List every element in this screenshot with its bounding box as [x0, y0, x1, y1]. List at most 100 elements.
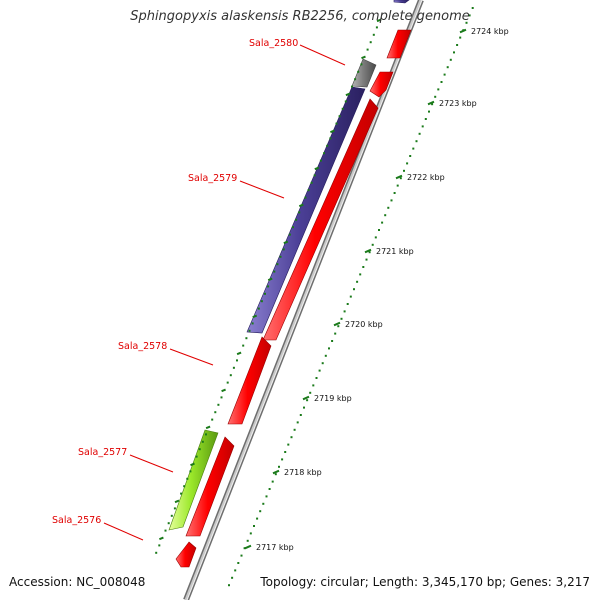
scale-minor-tick — [256, 517, 259, 520]
scale-minor-tick — [415, 140, 418, 143]
inner-major-tick — [298, 203, 304, 208]
inner-minor-tick — [248, 329, 251, 332]
scale-label: 2723 kbp — [439, 99, 477, 108]
scale-minor-tick — [296, 421, 299, 424]
scale-major-tick — [364, 248, 372, 254]
gene-top-forward-a[interactable] — [386, 29, 412, 59]
scale-label: 2719 kbp — [314, 394, 352, 403]
scale-minor-tick — [471, 7, 474, 9]
scale-minor-tick — [237, 562, 240, 564]
scale-minor-tick — [228, 584, 230, 587]
gene-top-reverse[interactable] — [393, 0, 410, 4]
scale-minor-tick — [353, 288, 355, 291]
scale-minor-tick — [371, 243, 374, 246]
scale-minor-tick — [412, 147, 415, 150]
scale-minor-tick — [231, 576, 234, 579]
inner-minor-tick — [295, 218, 298, 221]
inner-major-tick — [252, 314, 258, 319]
inner-minor-tick — [369, 41, 372, 44]
scale-minor-tick — [265, 495, 268, 498]
inner-minor-tick — [229, 374, 232, 377]
scale-minor-tick — [374, 236, 377, 239]
inner-major-tick — [345, 92, 351, 97]
inner-minor-tick — [304, 196, 307, 199]
scale-minor-tick — [284, 451, 287, 453]
gene-sala-2578[interactable] — [227, 336, 272, 425]
inner-minor-tick — [329, 137, 332, 140]
scale-major-tick — [427, 100, 435, 106]
scale-major-tick — [395, 174, 403, 180]
scale-minor-tick — [324, 354, 327, 357]
inner-minor-tick — [183, 485, 186, 488]
gene-label[interactable]: Sala_2580 — [249, 38, 298, 49]
gene-sala-2576[interactable] — [175, 541, 197, 568]
inner-minor-tick — [298, 211, 301, 214]
inner-minor-tick — [242, 344, 245, 347]
inner-major-tick — [159, 536, 164, 541]
scale-minor-tick — [356, 280, 359, 283]
scale-minor-tick — [259, 510, 262, 513]
gene-sala-2577-forward[interactable] — [185, 436, 235, 537]
inner-major-tick — [190, 462, 195, 467]
inner-minor-tick — [189, 470, 192, 473]
scale-minor-tick — [378, 229, 380, 231]
scale-major-tick — [244, 544, 252, 550]
inner-minor-tick — [251, 322, 254, 325]
inner-minor-tick — [273, 270, 276, 273]
gene-label[interactable]: Sala_2579 — [188, 173, 237, 184]
scale-minor-tick — [403, 169, 405, 172]
gene-sala-2579[interactable] — [246, 86, 366, 334]
inner-major-tick — [314, 166, 320, 171]
label-leader-line — [129, 454, 174, 473]
gene-sala-2579-forward[interactable] — [262, 98, 379, 341]
inner-minor-tick — [170, 514, 173, 517]
topology-text: Topology: circular; Length: 3,345,170 bp… — [260, 575, 590, 589]
gene-sala-2577[interactable] — [168, 429, 219, 531]
scale-minor-tick — [465, 21, 468, 24]
scale-minor-tick — [459, 36, 462, 39]
inner-minor-tick — [198, 448, 201, 451]
inner-minor-tick — [341, 107, 344, 110]
inner-minor-tick — [217, 403, 220, 406]
scale-minor-tick — [234, 569, 237, 572]
inner-major-tick — [221, 388, 226, 393]
inner-tick-track — [155, 18, 382, 554]
scale-minor-tick — [331, 340, 334, 342]
scale-minor-tick — [290, 436, 293, 439]
scale-minor-tick — [387, 206, 390, 209]
inner-minor-tick — [323, 152, 326, 155]
inner-minor-tick — [276, 263, 279, 266]
inner-minor-tick — [354, 78, 357, 81]
scale-minor-tick — [243, 547, 246, 550]
scale-minor-tick — [362, 266, 365, 268]
inner-minor-tick — [375, 26, 378, 29]
scale-minor-tick — [449, 58, 452, 61]
scale-minor-tick — [421, 125, 424, 128]
inner-minor-tick — [260, 300, 263, 303]
scale-minor-tick — [306, 399, 309, 402]
scale-minor-tick — [246, 539, 249, 542]
gene-label[interactable]: Sala_2578 — [118, 341, 167, 352]
scale-minor-tick — [409, 155, 412, 157]
scale-ruler: 2724 kbp 2723 kbp 2722 kbp 2721 kbp 2720 kbp… — [228, 7, 509, 587]
scale-minor-tick — [334, 332, 337, 335]
scale-minor-tick — [346, 303, 349, 305]
scale-major-tick — [459, 28, 467, 34]
scale-minor-tick — [281, 458, 284, 461]
scale-minor-tick — [271, 480, 274, 483]
gene-label[interactable]: Sala_2577 — [78, 447, 127, 458]
gene-top-forward-b[interactable] — [369, 71, 394, 98]
inner-major-tick — [236, 351, 242, 356]
scale-minor-tick — [437, 88, 440, 91]
label-leaders: Sala_2580 Sala_2579 Sala_2578 Sala_2577 Sala… — [52, 38, 346, 541]
inner-minor-tick — [245, 337, 248, 340]
gene-sala-2580[interactable] — [351, 58, 377, 88]
scale-minor-tick — [440, 81, 443, 83]
inner-minor-tick — [205, 433, 207, 436]
gene-label[interactable]: Sala_2576 — [52, 515, 101, 526]
inner-minor-tick — [360, 63, 363, 66]
inner-minor-tick — [335, 122, 338, 125]
inner-minor-tick — [310, 181, 313, 184]
inner-minor-tick — [366, 48, 369, 51]
scale-minor-tick — [312, 384, 315, 387]
